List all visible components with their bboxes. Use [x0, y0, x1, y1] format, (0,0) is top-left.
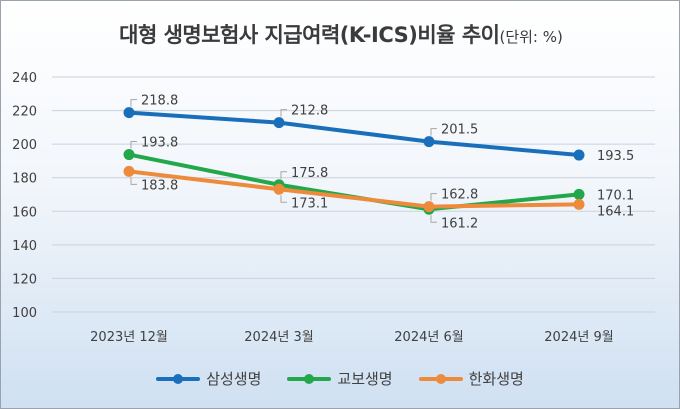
- data-point: [123, 107, 135, 119]
- legend-marker: [435, 373, 446, 384]
- data-label: 183.8: [141, 178, 178, 193]
- legend-label: 한화생명: [468, 370, 524, 388]
- data-label: 212.8: [291, 104, 328, 119]
- y-tick-label: 140: [12, 239, 37, 254]
- y-tick-label: 240: [12, 71, 37, 86]
- y-tick-label: 120: [12, 272, 37, 287]
- legend-marker: [304, 373, 315, 384]
- chart-legend: 삼성생명 교보생명 한화생명: [0, 368, 680, 389]
- series-line: [127, 169, 581, 209]
- legend-swatch: [156, 373, 201, 384]
- label-leader: [280, 195, 287, 203]
- data-label: 218.8: [141, 94, 178, 109]
- data-label: 173.1: [291, 196, 328, 211]
- y-tick-label: 180: [12, 172, 37, 187]
- legend-item: 삼성생명: [156, 368, 261, 389]
- legend-label: 삼성생명: [206, 370, 262, 388]
- legend-swatch: [287, 373, 332, 384]
- series-line: [127, 152, 581, 212]
- data-label: 161.2: [441, 216, 478, 231]
- x-tick-label: 2024년 9월: [544, 330, 613, 345]
- label-leader: [130, 141, 137, 149]
- data-label: 162.8: [441, 188, 478, 203]
- data-point: [573, 198, 585, 210]
- data-point: [423, 136, 435, 148]
- data-label: 175.8: [291, 166, 328, 181]
- series-line: [127, 110, 581, 158]
- label-leader: [430, 128, 437, 136]
- data-label: 164.1: [597, 204, 634, 219]
- data-point: [273, 117, 285, 129]
- legend-item: 한화생명: [418, 368, 524, 389]
- data-point: [573, 149, 585, 161]
- label-leader: [130, 99, 137, 107]
- x-tick-label: 2024년 6월: [394, 330, 463, 345]
- legend-swatch: [418, 373, 463, 384]
- data-label: 170.1: [597, 188, 634, 203]
- x-tick-label: 2024년 3월: [244, 330, 313, 345]
- label-leader: [430, 193, 437, 201]
- label-leader: [430, 215, 437, 223]
- data-point: [273, 183, 285, 195]
- label-leader: [280, 171, 287, 179]
- chart-title-block: 대형 생명보험사 지급여력(K-ICS)비율 추이(단위: %): [1, 19, 680, 49]
- x-tick-label: 2023년 12월: [90, 330, 168, 345]
- y-tick-label: 160: [12, 205, 37, 220]
- data-point: [123, 165, 135, 177]
- data-label: 193.5: [597, 149, 634, 164]
- data-point: [573, 188, 585, 200]
- label-leader: [280, 109, 287, 117]
- legend-label: 교보생명: [337, 370, 393, 388]
- y-tick-label: 220: [12, 105, 37, 120]
- unit-note: (단위: %): [499, 28, 563, 46]
- data-label: 201.5: [441, 123, 478, 138]
- data-point: [423, 201, 435, 213]
- y-tick-label: 200: [12, 138, 37, 153]
- data-label: 193.8: [141, 136, 178, 151]
- y-tick-label: 100: [12, 306, 37, 321]
- label-leader: [130, 177, 137, 185]
- chart-title: 대형 생명보험사 지급여력(K-ICS)비율 추이: [119, 23, 500, 47]
- legend-item: 교보생명: [287, 368, 393, 389]
- data-point: [123, 149, 135, 161]
- legend-marker: [173, 373, 184, 384]
